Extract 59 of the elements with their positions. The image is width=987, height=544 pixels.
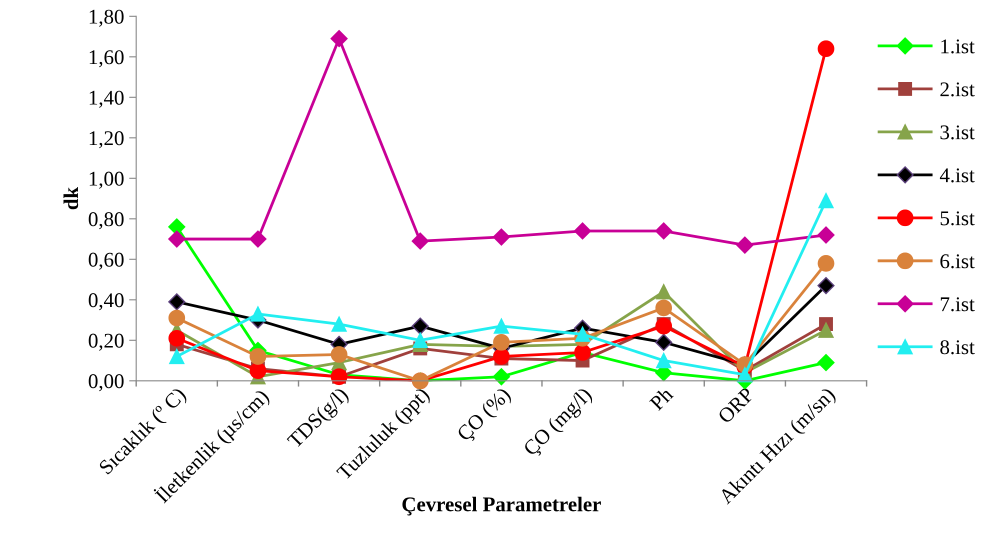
point [736, 236, 754, 254]
point [250, 306, 266, 322]
point [169, 348, 184, 364]
point [655, 318, 672, 334]
y-tick-label: 1,40 [90, 90, 124, 108]
point [412, 332, 428, 348]
legend-label: 5.ist [940, 211, 975, 226]
y-tick-label: 0,80 [88, 212, 124, 230]
point [818, 255, 834, 272]
point [412, 318, 429, 335]
point [655, 334, 672, 351]
legend-label: 6.ist [940, 254, 975, 268]
legend-label: 2.ist [940, 82, 975, 96]
point [655, 222, 672, 240]
point [168, 230, 186, 248]
x-tick-label: ORP [717, 386, 755, 424]
point [168, 310, 186, 326]
point [249, 230, 266, 248]
y-axis-title: dk [63, 187, 78, 210]
point [574, 326, 590, 342]
point [168, 293, 186, 310]
y-tick-label: 0,60 [88, 252, 124, 270]
point [494, 318, 510, 334]
legend-label: 7.ist [940, 297, 975, 312]
point [817, 354, 835, 372]
point [493, 334, 510, 351]
point [493, 348, 510, 365]
point [492, 228, 510, 246]
y-tick-label: 1,00 [90, 172, 124, 189]
point [492, 368, 510, 386]
legend-label: 3.ist [940, 125, 975, 140]
legend-label: 8.ist [940, 340, 975, 354]
point [412, 232, 429, 250]
point [818, 322, 834, 338]
y-tick-label: 1,60 [90, 50, 124, 68]
point [331, 316, 347, 332]
point [817, 226, 835, 244]
y-tick-label: 0,00 [88, 374, 124, 392]
point [655, 300, 672, 316]
point [817, 277, 835, 294]
y-tick-label: 1,20 [90, 131, 124, 148]
point [818, 40, 834, 58]
point [818, 192, 834, 208]
point [250, 362, 266, 380]
point [330, 346, 348, 363]
x-tick-label: ÇO (%) [456, 386, 514, 445]
x-tick-label: Ph [648, 386, 674, 412]
point [656, 284, 672, 300]
legend-label: 4.ist [940, 168, 975, 182]
legend-label: 1.ist [941, 39, 975, 54]
y-tick-label: 0,40 [88, 293, 124, 310]
point [656, 352, 672, 368]
y-tick-label: 0,20 [88, 334, 124, 351]
point [168, 330, 186, 347]
x-axis-title: Çevresel Parametreler [402, 496, 601, 516]
y-tick-label: 1,80 [90, 10, 124, 27]
point [330, 30, 348, 48]
point [250, 348, 266, 365]
point [574, 222, 592, 240]
